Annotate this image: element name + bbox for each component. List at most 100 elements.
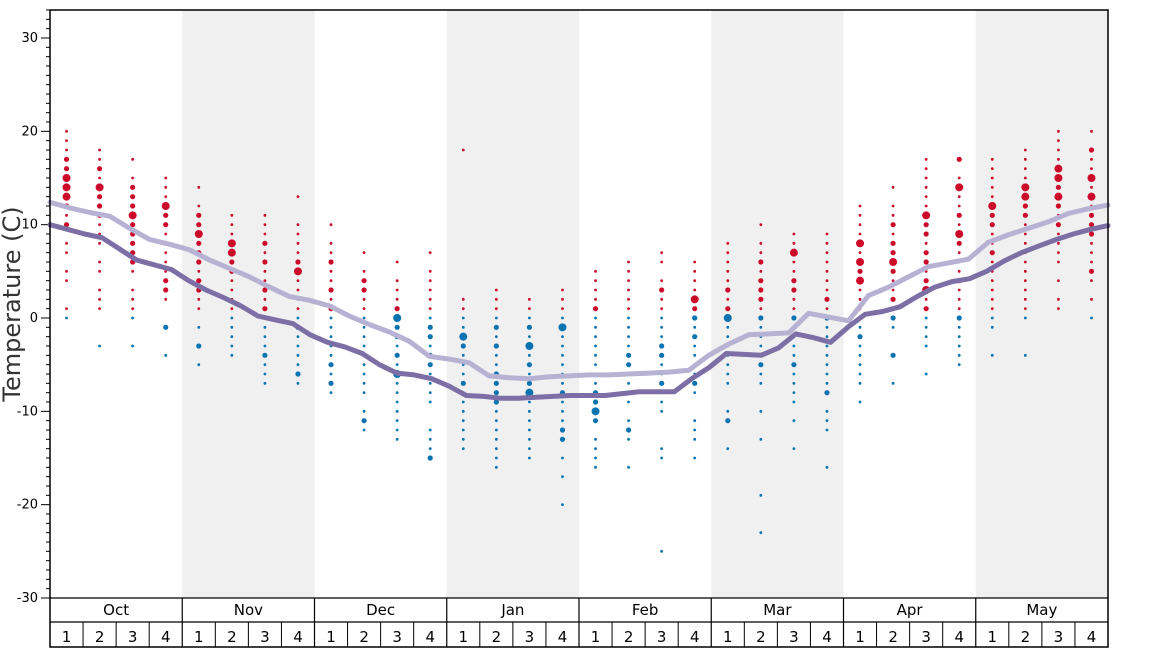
warm-point [95, 183, 104, 192]
cold-point [693, 456, 697, 460]
warm-point [494, 307, 498, 311]
warm-point [923, 259, 929, 265]
warm-point [858, 251, 862, 255]
cold-point [163, 324, 169, 330]
cold-point [693, 344, 697, 348]
warm-point [328, 287, 334, 293]
week-label: 1 [194, 628, 204, 646]
cold-point [262, 352, 268, 358]
cold-point [197, 363, 201, 367]
week-label: 4 [425, 628, 435, 646]
cold-point [362, 344, 366, 348]
warm-point [494, 288, 498, 292]
warm-point [627, 297, 630, 301]
cold-point [459, 332, 468, 341]
cold-point [561, 316, 564, 320]
warm-point [792, 297, 796, 301]
cold-point [924, 344, 928, 348]
cold-point [561, 456, 564, 460]
warm-point [1057, 251, 1060, 255]
cold-point [957, 363, 961, 367]
warm-point [262, 259, 268, 265]
warm-point [329, 251, 333, 255]
cold-point [395, 437, 399, 441]
warm-point [792, 232, 796, 236]
warm-point [561, 288, 564, 292]
warm-point [63, 222, 70, 228]
warm-point [890, 240, 896, 246]
warm-point [528, 297, 531, 301]
warm-point [824, 296, 830, 302]
warm-point [262, 240, 268, 246]
week-label: 4 [822, 628, 832, 646]
warm-point [1023, 279, 1027, 283]
warm-point [923, 250, 929, 256]
cold-point [428, 372, 432, 376]
warm-point [96, 194, 103, 200]
cold-point [627, 381, 630, 385]
warm-point [924, 185, 928, 189]
cold-point [693, 325, 697, 329]
cold-point [660, 363, 664, 367]
cold-point [824, 390, 830, 396]
warm-point [990, 185, 994, 189]
warm-point [461, 297, 465, 301]
warm-point [296, 307, 300, 311]
warm-point [164, 232, 168, 236]
month-label-mar: Mar [763, 601, 792, 619]
cold-point [858, 372, 862, 376]
warm-point [561, 297, 564, 301]
cold-point [528, 456, 531, 460]
cold-point [759, 531, 763, 535]
week-label: 2 [756, 628, 766, 646]
warm-point [329, 223, 333, 227]
month-label-nov: Nov [234, 601, 263, 619]
cold-point [329, 335, 333, 339]
cold-point [428, 428, 432, 432]
week-label: 1 [855, 628, 865, 646]
cold-point [362, 372, 366, 376]
warm-point [792, 269, 796, 273]
warm-point [922, 211, 931, 220]
warm-point [98, 223, 101, 227]
warm-point [230, 288, 234, 292]
cold-point [263, 363, 267, 367]
warm-point [62, 183, 71, 192]
warm-point [594, 279, 597, 283]
warm-point [65, 148, 68, 152]
cold-point [957, 325, 961, 329]
warm-point [296, 232, 300, 236]
warm-point [1057, 307, 1060, 311]
cold-point [395, 419, 399, 423]
y-tick-label: 10 [21, 218, 38, 233]
cold-point [561, 381, 564, 385]
warm-point [923, 278, 929, 284]
warm-point [130, 184, 136, 190]
cold-point [428, 391, 432, 395]
warm-point [627, 288, 630, 292]
cold-point [296, 353, 300, 357]
cold-point [362, 428, 366, 432]
cold-point [561, 353, 564, 357]
cold-point [792, 353, 796, 357]
week-label: 4 [1087, 628, 1097, 646]
cold-point [394, 324, 400, 330]
cold-point [660, 456, 664, 460]
warm-point [660, 260, 664, 264]
cold-point [792, 344, 796, 348]
warm-point [957, 288, 961, 292]
warm-point [758, 296, 764, 302]
cold-point [427, 455, 433, 461]
cold-point [692, 380, 698, 386]
cold-point [758, 315, 764, 321]
warm-point [428, 297, 432, 301]
warm-point [1023, 269, 1027, 273]
warm-point [725, 306, 731, 312]
cold-point [197, 325, 201, 329]
warm-point [924, 157, 928, 161]
week-label: 4 [558, 628, 568, 646]
warm-point [693, 269, 697, 273]
warm-point [1021, 183, 1030, 192]
warm-point [890, 222, 896, 228]
warm-point [263, 213, 267, 217]
